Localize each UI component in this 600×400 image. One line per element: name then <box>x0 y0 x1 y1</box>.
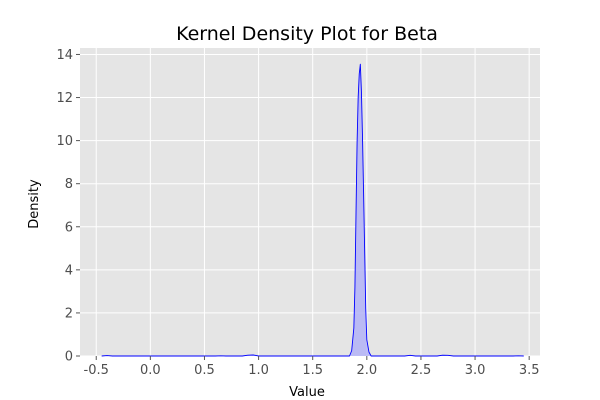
x-axis-ticks: -0.5 0.0 0.5 1.0 1.5 2.0 2.5 3.0 3.5 <box>84 356 540 378</box>
chart-title: Kernel Density Plot for Beta <box>176 23 438 45</box>
y-tick-label: 4 <box>65 263 73 278</box>
y-tick-label: 6 <box>65 220 73 235</box>
y-axis-label: Density <box>27 179 42 229</box>
y-tick-label: 2 <box>65 306 73 321</box>
y-tick-label: 0 <box>65 350 73 365</box>
x-tick-label: 2.0 <box>356 363 377 378</box>
x-tick-label: 1.0 <box>248 363 269 378</box>
x-axis-label: Value <box>289 385 325 400</box>
y-tick-label: 12 <box>56 91 73 106</box>
x-tick-label: 2.5 <box>411 363 432 378</box>
x-tick-label: 0.0 <box>140 363 161 378</box>
x-tick-label: 1.5 <box>302 363 323 378</box>
y-tick-label: 10 <box>56 134 73 149</box>
x-tick-label: 0.5 <box>194 363 215 378</box>
series-layer <box>101 63 524 357</box>
density-line <box>101 63 524 357</box>
plot-area <box>80 48 540 356</box>
grid-lines <box>80 48 540 357</box>
x-tick-label: 3.5 <box>519 363 540 378</box>
x-tick-label: -0.5 <box>84 363 109 378</box>
y-tick-label: 14 <box>56 48 73 63</box>
y-axis-ticks: 0 2 4 6 8 10 12 14 <box>56 48 80 365</box>
x-tick-label: 3.0 <box>465 363 486 378</box>
y-tick-label: 8 <box>65 177 73 192</box>
